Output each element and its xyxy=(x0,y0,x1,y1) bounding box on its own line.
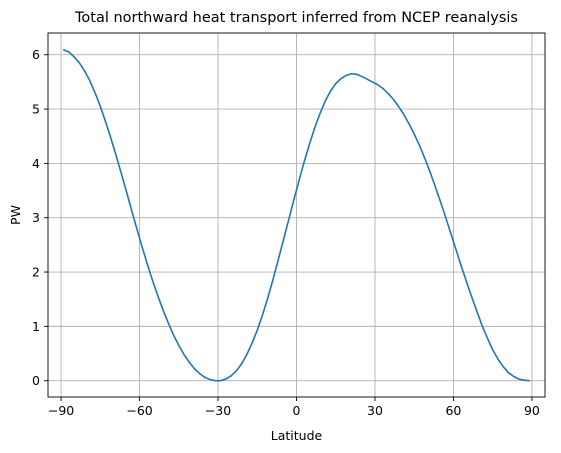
y-axis: 0 1 2 3 4 5 6 xyxy=(32,47,48,388)
x-tick-label: −90 xyxy=(48,403,74,418)
x-tick-label: 30 xyxy=(367,403,383,418)
y-tick-label: 1 xyxy=(32,319,40,334)
y-tick-label: 2 xyxy=(32,265,40,280)
y-tick-label: 0 xyxy=(32,373,40,388)
x-tick-label: 90 xyxy=(524,403,540,418)
chart-title: Total northward heat transport inferred … xyxy=(74,10,518,26)
x-axis: −90 −60 −30 0 30 60 90 xyxy=(48,397,540,418)
x-tick-label: −30 xyxy=(205,403,231,418)
y-tick-label: 3 xyxy=(32,210,40,225)
y-tick-label: 5 xyxy=(32,102,40,117)
series-layer xyxy=(62,49,531,382)
y-tick-label: 6 xyxy=(32,47,40,62)
x-axis-label: Latitude xyxy=(271,428,323,443)
x-tick-label: 0 xyxy=(293,403,301,418)
x-tick-label: −60 xyxy=(126,403,152,418)
heat-transport-line xyxy=(62,49,531,382)
grid xyxy=(48,33,545,397)
y-tick-label: 4 xyxy=(32,156,40,171)
y-axis-label: PW xyxy=(8,205,23,225)
x-tick-label: 60 xyxy=(445,403,461,418)
